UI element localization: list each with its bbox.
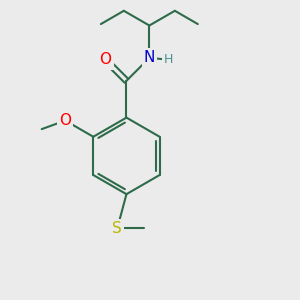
Text: O: O — [100, 52, 112, 68]
Text: S: S — [112, 221, 122, 236]
Text: O: O — [59, 113, 71, 128]
Text: N: N — [144, 50, 155, 65]
Text: H: H — [164, 53, 173, 66]
